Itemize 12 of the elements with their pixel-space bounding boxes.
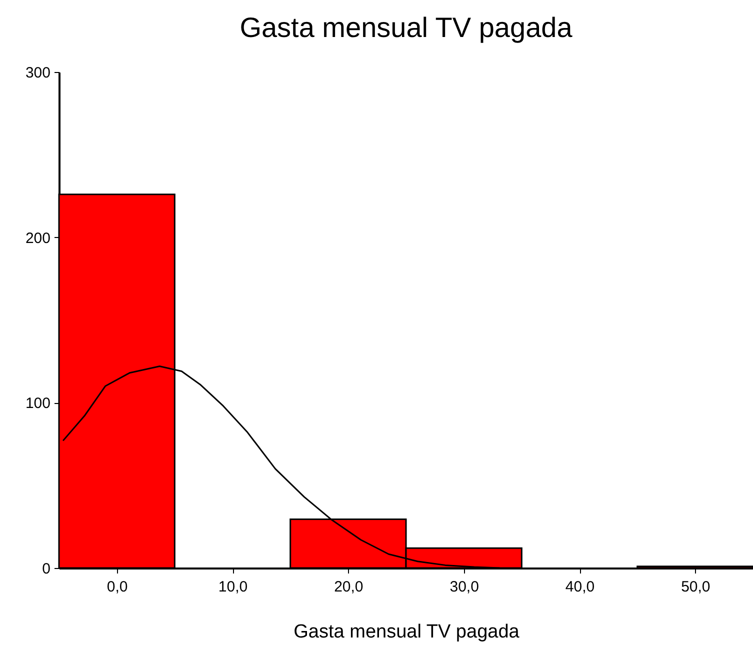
x-tick-label: 30,0 bbox=[450, 578, 479, 596]
x-axis-title: Gasta mensual TV pagada bbox=[294, 622, 520, 642]
y-tick-label: 200 bbox=[25, 230, 50, 247]
chart-title: Gasta mensual TV pagada bbox=[240, 12, 573, 43]
x-tick-label: 20,0 bbox=[334, 578, 364, 596]
x-tick-label: 50,0 bbox=[681, 578, 710, 596]
y-tick-label: 300 bbox=[25, 64, 50, 82]
y-tick-label: 100 bbox=[25, 395, 50, 412]
x-tick-label: 10,0 bbox=[218, 578, 248, 596]
y-tick-label: 0 bbox=[42, 560, 50, 578]
x-tick-label: 0,0 bbox=[106, 578, 128, 596]
x-tick-label: 40,0 bbox=[565, 578, 595, 596]
